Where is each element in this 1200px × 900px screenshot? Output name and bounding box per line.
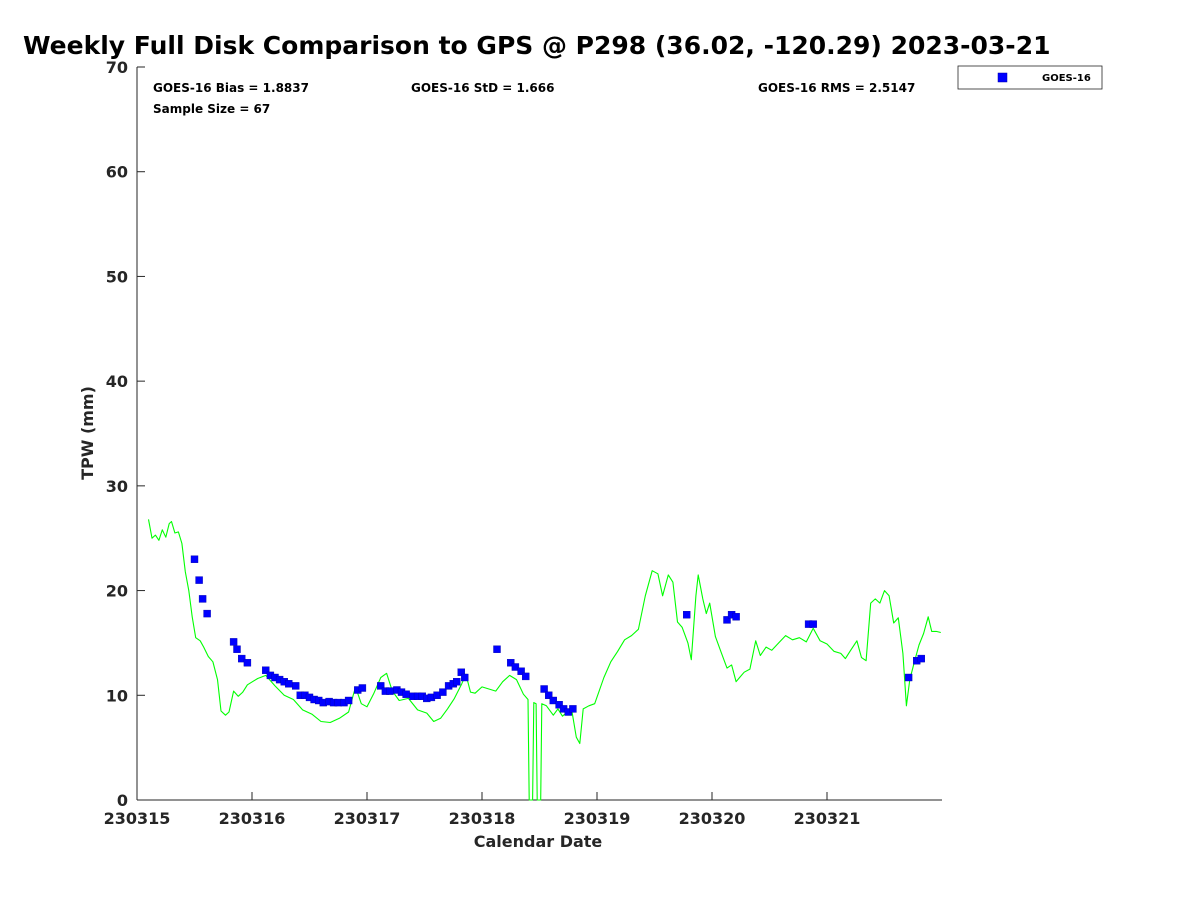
y-tick-label: 20 — [106, 582, 128, 601]
goes16-point — [453, 678, 461, 686]
std-stat: GOES-16 StD = 1.666 — [411, 81, 554, 95]
goes16-point — [233, 645, 241, 653]
x-tick-label: 230317 — [334, 809, 401, 828]
legend: GOES-16 — [957, 65, 1103, 90]
goes16-point — [732, 613, 740, 621]
goes16-point — [439, 688, 447, 696]
goes16-point — [237, 654, 246, 663]
legend-label-goes16: GOES-16 — [1042, 73, 1091, 84]
x-tick-label: 230320 — [679, 809, 746, 828]
chart-title: Weekly Full Disk Comparison to GPS @ P29… — [23, 31, 1050, 60]
x-tick-label: 230318 — [449, 809, 516, 828]
x-axis-ticks: 230315 230316 230317 230318 230319 230320 2303… — [104, 792, 861, 828]
sample-size-stat: Sample Size = 67 — [153, 102, 270, 116]
goes16-point — [522, 672, 530, 681]
goes16-point — [461, 673, 469, 682]
goes16-point — [511, 663, 520, 671]
goes16-point — [262, 666, 270, 674]
goes16-point — [344, 696, 353, 705]
goes16-point — [809, 620, 817, 628]
plot-background — [137, 67, 942, 800]
goes16-point — [229, 638, 238, 646]
y-tick-label: 10 — [106, 686, 128, 705]
goes16-point — [555, 701, 563, 709]
y-tick-label: 30 — [106, 477, 128, 496]
goes16-point — [723, 616, 731, 624]
rms-stat: GOES-16 RMS = 2.5147 — [758, 81, 915, 95]
goes16-point — [292, 682, 300, 690]
goes16-point — [517, 667, 525, 675]
bias-stat: GOES-16 Bias = 1.8837 — [153, 81, 309, 95]
goes16-point — [549, 696, 557, 705]
goes16-point — [386, 687, 394, 695]
legend-box — [957, 65, 1103, 90]
goes16-point — [545, 691, 553, 699]
goes16-point — [507, 659, 515, 667]
goes16-point — [917, 654, 925, 663]
goes16-point — [540, 685, 548, 693]
x-tick-label: 230315 — [104, 809, 171, 828]
goes16-point — [377, 682, 385, 690]
y-tick-label: 50 — [106, 267, 128, 286]
y-tick-label: 70 — [106, 58, 128, 77]
goes16-point — [493, 645, 501, 653]
x-tick-label: 230316 — [219, 809, 286, 828]
goes16-point — [358, 684, 367, 692]
y-axis-label: TPW (mm) — [78, 386, 97, 480]
goes16-point — [198, 595, 207, 603]
goes16-point — [285, 680, 293, 688]
goes16-series-layer — [190, 555, 925, 716]
gps-tpw-line — [147, 519, 941, 801]
goes16-point — [904, 673, 913, 682]
y-tick-label: 60 — [106, 163, 128, 182]
x-axis-label: Calendar Date — [474, 832, 603, 851]
gps-series-layer — [147, 519, 941, 801]
goes16-point — [243, 659, 252, 667]
goes16-point — [195, 576, 203, 584]
y-tick-label: 40 — [106, 372, 128, 391]
y-axis-ticks: 0 10 20 30 40 50 60 70 — [106, 58, 145, 810]
legend-marker-goes16 — [997, 72, 1008, 83]
y-tick-label: 0 — [117, 791, 128, 810]
goes16-point — [402, 690, 410, 698]
x-tick-label: 230321 — [794, 809, 861, 828]
goes16-point — [683, 611, 691, 619]
goes16-point — [190, 555, 199, 563]
plot-area — [136, 67, 942, 801]
goes16-point — [569, 705, 577, 713]
goes16-point — [203, 609, 211, 618]
x-tick-label: 230319 — [564, 809, 631, 828]
